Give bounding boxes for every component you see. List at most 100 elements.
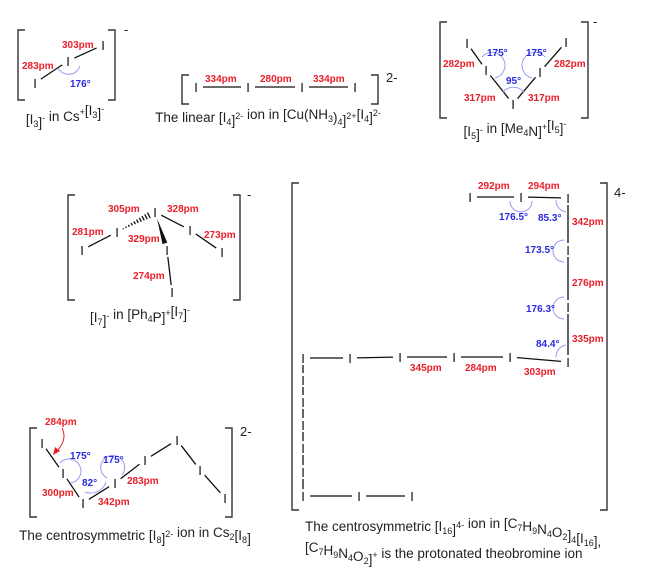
hashed-bond-segment [135, 219, 139, 224]
bond [516, 356, 562, 363]
iodine-atom: I [564, 35, 568, 50]
caption-segment: [I [90, 310, 98, 325]
caption-segment: ] [369, 552, 373, 567]
caption-segment: 8 [156, 535, 161, 545]
bond-length-label: 345pm [410, 363, 442, 374]
caption-segment: 4 [148, 314, 153, 324]
bond-length-label: 334pm [313, 74, 345, 85]
caption-segment: P] [153, 310, 166, 325]
bond-length-label: 303pm [62, 40, 94, 51]
caption-segment: ], [594, 534, 602, 549]
bond [87, 234, 112, 248]
caption-segment: ] [476, 127, 480, 142]
caption-segment: N [338, 546, 348, 561]
caption-segment: 4 [547, 529, 552, 539]
iodine-atom: I [170, 285, 174, 300]
bond [180, 445, 197, 465]
bond-angle-label: 175° [70, 451, 91, 462]
hashed-bond-segment [141, 215, 145, 221]
bond-angle-label: 175° [487, 48, 508, 59]
bond [489, 75, 510, 99]
caption-segment: The linear [I [155, 110, 226, 125]
caption-segment: [I [547, 118, 555, 133]
bond-length-label: 284pm [465, 363, 497, 374]
hashed-bond-segment [125, 226, 127, 229]
angle-arc [84, 481, 107, 494]
angle-arc [555, 344, 567, 358]
caption-segment: in [Me [483, 121, 524, 136]
bond-length-label: 280pm [260, 74, 292, 85]
right-bracket [108, 29, 116, 101]
caption-segment: 4 [523, 128, 528, 138]
iodine-atom: I [566, 243, 570, 258]
charge-label: - [593, 14, 597, 29]
caption-segment: ] [343, 113, 347, 128]
caption-segment: 16 [442, 526, 452, 536]
right-bracket [233, 194, 241, 301]
angle-arc [59, 458, 82, 484]
iodine-atom: I [175, 433, 179, 448]
caption-segment: 3 [328, 114, 333, 124]
caption-segment: [I [235, 528, 243, 543]
iodine-atom: I [484, 63, 488, 78]
iodine-atom: I [465, 36, 469, 51]
iodine-atom: I [301, 418, 305, 433]
iodine-atom: I [33, 76, 37, 91]
iodine-atom: I [511, 97, 515, 112]
bond-length-label: 342pm [572, 217, 604, 228]
caption-segment: 7 [517, 523, 522, 533]
bond [544, 46, 562, 68]
caption-i7: [I7]- in [Ph4P]+[I7]- [90, 304, 190, 328]
bond-length-label: 283pm [127, 476, 159, 487]
iodine-atom: I [220, 245, 224, 260]
bond [527, 196, 562, 199]
iodine-atom: I [452, 350, 456, 365]
iodine-atom: I [301, 351, 305, 366]
caption-segment: The centrosymmetric [I [305, 519, 442, 534]
caption-segment: 4 [226, 117, 231, 127]
iodine-atom: I [101, 38, 105, 53]
caption-segment: O [353, 549, 364, 564]
caption-i5: [I5]- in [Me4N]+[I5]- [464, 118, 567, 142]
caption-segment: [I [464, 124, 472, 139]
caption-segment: ] [567, 528, 571, 543]
caption-segment: 4 [338, 117, 343, 127]
caption-segment: [C [305, 540, 319, 555]
iodine-atom: I [113, 476, 117, 491]
left-bracket [67, 194, 75, 301]
left-bracket [291, 182, 299, 511]
iodine-atom: I [300, 80, 304, 95]
iodine-atom: I [566, 300, 570, 315]
iodine-atom: I [165, 243, 169, 258]
hashed-bond-segment [130, 222, 133, 226]
bond [195, 233, 217, 249]
caption-segment: 7 [319, 547, 324, 557]
angle-arc [555, 199, 567, 213]
caption-segment: 2- [235, 111, 243, 121]
left-bracket [29, 427, 37, 518]
iodine-atom: I [301, 373, 305, 388]
caption-segment: ) [333, 110, 338, 125]
left-bracket [17, 29, 25, 101]
bond-length-label: 317pm [464, 93, 496, 104]
angle-arc [509, 200, 533, 213]
bond-length-label: 334pm [205, 74, 237, 85]
caption-segment: 2 [562, 532, 567, 542]
charge-label: 2- [386, 70, 398, 85]
iodine-atom: I [66, 54, 70, 69]
caption-segment: [I [26, 112, 34, 127]
hashed-bond-segment [146, 212, 151, 219]
iodine-atom: I [301, 395, 305, 410]
bond-angle-label: 176.3° [526, 304, 555, 315]
iodine-atom: I [194, 80, 198, 95]
iodine-atom: I [153, 205, 157, 220]
bond-length-label: 283pm [22, 61, 54, 72]
iodine-atom: I [188, 223, 192, 238]
bond-length-label: 294pm [528, 181, 560, 192]
caption-segment: - [101, 104, 104, 114]
wedge-bond [157, 218, 168, 245]
